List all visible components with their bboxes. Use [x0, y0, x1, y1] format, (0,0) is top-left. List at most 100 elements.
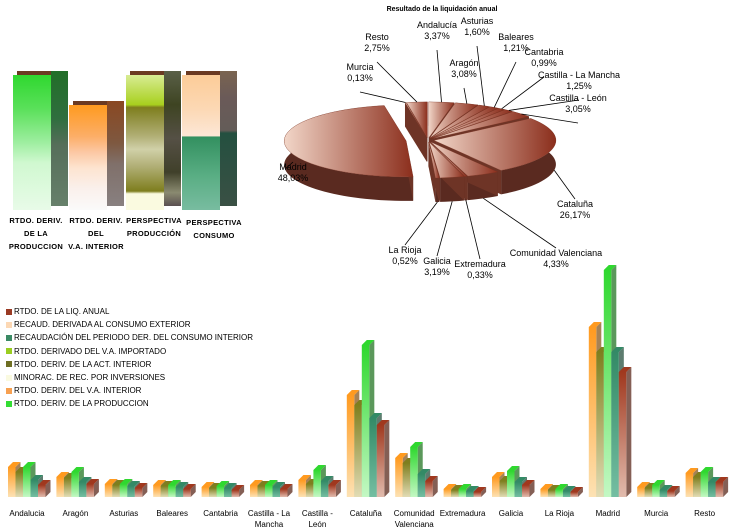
bar-top — [588, 322, 602, 327]
bar — [644, 488, 653, 497]
pie-label: Asturias — [461, 16, 494, 26]
pie-leader-line — [521, 113, 579, 124]
bar-top — [540, 484, 553, 489]
bar-top — [272, 482, 285, 487]
bar-top — [250, 480, 263, 485]
bar — [134, 488, 143, 497]
pie-slice — [430, 104, 491, 139]
pie-slice — [431, 109, 513, 139]
bar — [56, 477, 64, 497]
pie-value-label: 1,21% — [503, 43, 529, 53]
pie-value-label: 3,08% — [451, 69, 477, 79]
pie-slice — [406, 101, 428, 139]
pie-value-label: 0,52% — [392, 256, 418, 266]
bar-top — [685, 468, 699, 473]
bar — [328, 485, 336, 497]
bar — [596, 352, 604, 497]
bar-top — [507, 466, 520, 471]
x-tick-label: Cantabria — [203, 509, 238, 518]
legend-swatch — [6, 348, 12, 355]
bar-side-shade — [239, 485, 245, 497]
pie-label: Madrid — [279, 162, 307, 172]
bar — [588, 327, 597, 497]
pie-leader-line — [553, 170, 576, 200]
x-tick-label: Madrid — [595, 509, 621, 518]
bar — [201, 487, 210, 497]
stacked-bar-va-interior — [69, 101, 124, 210]
pie-leader-line — [436, 49, 442, 103]
legend-label: RTDO. DERIVADO DEL V.A. IMPORTADO — [14, 346, 167, 356]
x-tick-label: Baleares — [156, 509, 188, 518]
pie-value-label: 1,60% — [464, 27, 490, 37]
bar-top — [112, 480, 125, 485]
bar-top — [603, 265, 617, 270]
bar-top — [547, 485, 561, 490]
bar — [346, 395, 355, 497]
pie-label: Comunidad Valenciana — [510, 248, 602, 258]
legend-swatch — [6, 334, 12, 341]
bar — [451, 490, 459, 497]
pie-value-label: 2,75% — [364, 43, 390, 53]
pie-slice — [428, 141, 465, 179]
pie-label: Galicia — [423, 256, 451, 266]
x-tick-label: Asturias — [109, 509, 139, 518]
legend-label: MINORAC. DE REC. POR INVERSIONES — [14, 373, 166, 383]
bar-side-shade — [45, 480, 51, 497]
bar-top — [708, 477, 721, 482]
pie-label: Resto — [365, 32, 389, 42]
bar-top — [458, 484, 472, 489]
bar — [112, 485, 120, 497]
legend-item: RTDO. DERIV. DE LA PRODUCCION — [6, 397, 253, 410]
bar-top — [160, 481, 174, 486]
bar-side — [481, 487, 487, 497]
pie-slice-wall — [428, 142, 436, 203]
x-tick-label: Comunidad Valenciana — [393, 509, 435, 529]
bar — [265, 485, 273, 497]
pie-slice — [283, 105, 414, 178]
x-tick-label: Castilla - León — [301, 509, 333, 529]
bar — [603, 270, 612, 497]
bar-top — [104, 479, 118, 484]
stacked-bar-perspectiva-consumo — [182, 71, 237, 210]
stacked-bar-label: RTDO. DERIV. DE LA PRODUCCION — [8, 216, 64, 251]
pie-label: Baleares — [498, 32, 534, 42]
bar-top — [652, 480, 665, 485]
bar-top — [570, 487, 583, 492]
bar — [715, 482, 724, 497]
pie-leader-line — [436, 201, 453, 257]
bar — [499, 481, 507, 497]
legend-label: RTDO. DERIV. DE LA ACT. INTERIOR — [14, 359, 152, 369]
bar-top — [410, 442, 423, 447]
bar — [555, 489, 563, 497]
pie-slice — [428, 101, 455, 139]
bar — [209, 488, 217, 497]
bar-side-shade — [481, 487, 487, 497]
x-tick-label: La Rioja — [544, 509, 575, 518]
bar — [570, 492, 578, 497]
pie-chart — [283, 101, 557, 203]
bar — [127, 486, 135, 497]
bar-top — [618, 367, 632, 372]
bar — [458, 489, 467, 497]
legend-label: RTDO. DERIV. DE LA PRODUCCION — [14, 399, 149, 409]
bar-side — [432, 476, 438, 497]
bar — [231, 490, 240, 497]
bar-top — [56, 472, 69, 477]
legend-item: RTDO. DERIVADO DEL V.A. IMPORTADO — [6, 345, 253, 358]
pie-value-label: 3,05% — [565, 104, 591, 114]
pie-slice — [429, 141, 468, 177]
legend-swatch — [6, 361, 12, 368]
bar — [216, 486, 225, 497]
legend-swatch — [6, 400, 12, 407]
bar-top — [8, 462, 21, 467]
bar — [562, 491, 571, 497]
bar-top — [492, 472, 505, 477]
bar — [305, 484, 314, 497]
legend: RTDO. DE LA LIQ. ANUAL RECAUD. DERIVADA A… — [6, 305, 253, 411]
pie-value-label: 3,19% — [424, 267, 450, 277]
bar-top — [201, 482, 215, 487]
bar-side — [93, 479, 99, 497]
bar-side-shade — [529, 480, 535, 497]
bar-top — [376, 420, 390, 425]
